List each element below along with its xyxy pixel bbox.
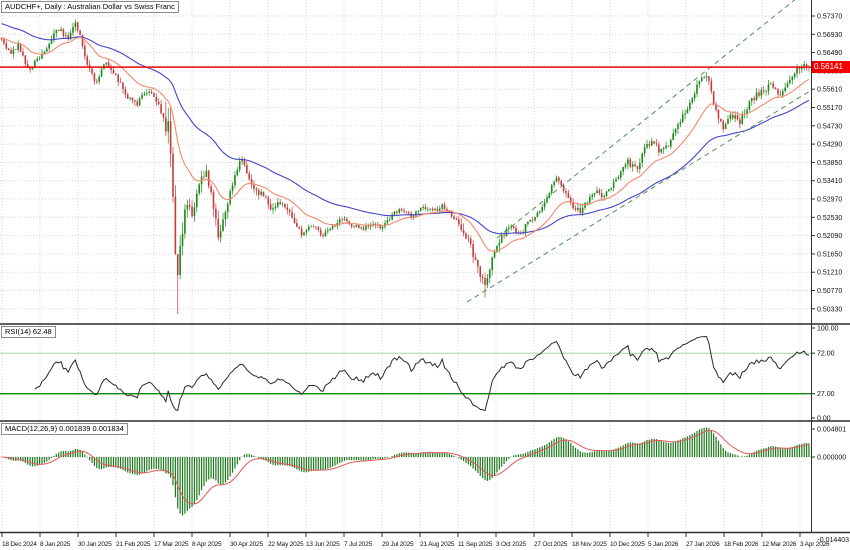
time-axis-labels: 18 Dec 2024 8 Jan 2025 30 Jan 2025 21 Feb 2… — [1, 533, 830, 548]
panel-separators — [0, 0, 850, 534]
time-axis-label: 17 Mar 2025 — [154, 541, 189, 548]
time-axis-label: 5 Jan 2026 — [648, 541, 679, 548]
time-axis-label: 21 Feb 2025 — [116, 541, 151, 548]
rsi-axis-label: 0.00 — [817, 416, 831, 423]
price-axis-label: 0.57370 — [817, 14, 842, 21]
time-axis-label: 8 Jan 2025 — [40, 541, 71, 548]
time-axis-label: 8 Apr 2025 — [192, 541, 222, 548]
trend-channel-lines[interactable] — [466, 0, 849, 303]
price-axis-label: 0.54730 — [817, 123, 842, 130]
current-price-tag: 0.56141 — [812, 61, 850, 73]
price-axis-label: 0.56490 — [817, 50, 842, 57]
main-chart-layer — [0, 0, 849, 315]
time-axis-label: 7 Jul 2025 — [344, 541, 373, 548]
price-axis-label: 0.56930 — [817, 32, 842, 39]
price-axis-label: 0.55610 — [817, 87, 842, 94]
rsi-axis-label: 27.00 — [817, 391, 835, 398]
ma-slow-line — [1, 23, 810, 235]
macd-axis-label: 0.000000 — [817, 455, 846, 462]
price-axis-label: 0.53410 — [817, 178, 842, 185]
time-axis-label: 29 Jul 2025 — [382, 541, 414, 548]
price-axis-label: 0.52090 — [817, 233, 842, 240]
time-axis-label: 21 Aug 2025 — [420, 541, 455, 548]
rsi-panel-layer — [0, 335, 811, 412]
time-axis-label: 18 Feb 2026 — [724, 541, 759, 548]
price-axis-label: 0.55170 — [817, 105, 842, 112]
time-axis-label: 27 Oct 2025 — [534, 541, 568, 548]
price-axis-label: 0.53850 — [817, 160, 842, 167]
time-axis-label: 22 May 2025 — [268, 541, 304, 548]
price-axis-label: 0.50330 — [817, 306, 842, 313]
time-axis-label: 13 Jun 2025 — [306, 541, 340, 548]
macd-axis-corner-label: -0.014403 — [817, 537, 849, 544]
time-axis-label: 3 Oct 2025 — [496, 541, 526, 548]
chart-title: AUDCHF+, Daily : Australian Dollar vs Sw… — [1, 1, 179, 13]
time-axis-label: 18 Nov 2025 — [572, 541, 607, 548]
price-axis-label: 0.52530 — [817, 215, 842, 222]
price-axis-label: 0.50770 — [817, 288, 842, 295]
time-axis-label: 10 Dec 2025 — [610, 541, 645, 548]
price-axis-label: 0.54290 — [817, 142, 842, 149]
ma-fast-line — [1, 36, 810, 252]
rsi-axis-label: 72.00 — [817, 351, 835, 358]
macd-indicator-label: MACD(12,26,9) 0.001839 0.001834 — [1, 423, 128, 435]
time-axis-label: 12 Mar 2026 — [762, 541, 797, 548]
price-axis-label: 0.51650 — [817, 251, 842, 258]
candles-layer — [0, 19, 810, 315]
time-axis-label: 18 Dec 2024 — [2, 541, 37, 548]
rsi-indicator-label: RSI(14) 62.48 — [1, 326, 56, 338]
macd-axis-label: 0.004801 — [817, 427, 846, 434]
axis-labels: 0.573700.569300.564900.560500.556100.551… — [811, 14, 849, 544]
time-axis-label: 3 Apr 2026 — [800, 541, 830, 548]
time-axis-label: 11 Sep 2025 — [458, 541, 493, 548]
price-axis-label: 0.52970 — [817, 197, 842, 204]
grid-layer — [0, 0, 811, 531]
macd-panel-layer — [0, 427, 811, 516]
price-axis-label: 0.51210 — [817, 270, 842, 277]
time-axis-label: 30 Jan 2025 — [78, 541, 112, 548]
time-axis-label: 27 Jan 2026 — [686, 541, 720, 548]
rsi-axis-label: 100.00 — [817, 326, 839, 333]
time-axis-label: 30 Apr 2025 — [230, 541, 263, 548]
